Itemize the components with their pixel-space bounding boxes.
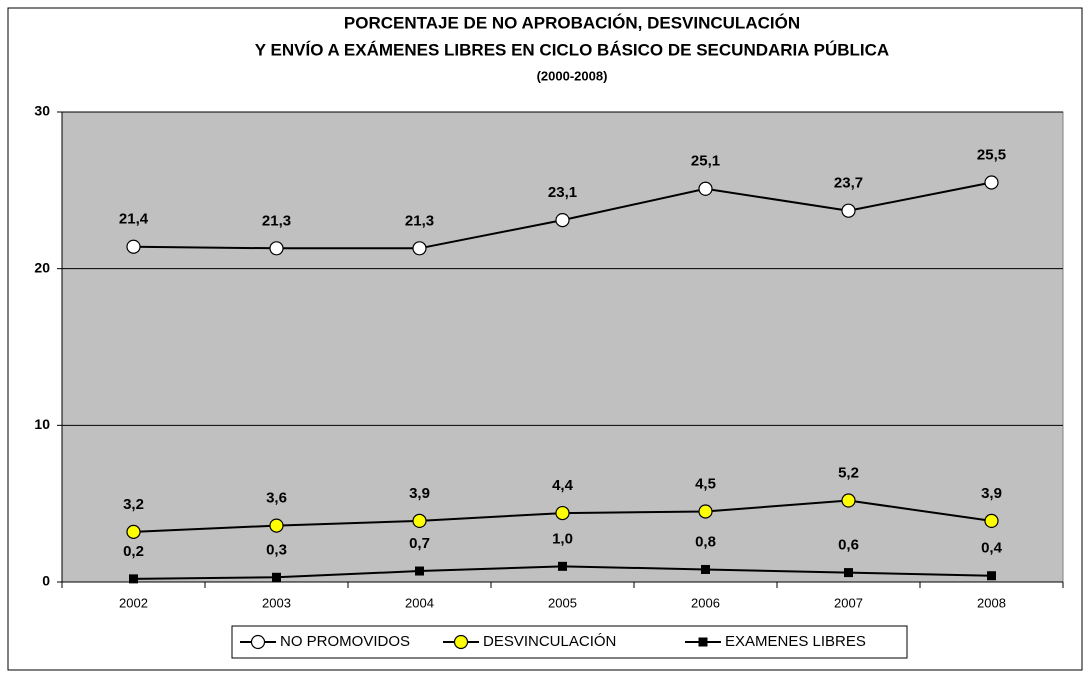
data-label: 0,3 (266, 541, 287, 558)
x-tick-label: 2008 (977, 595, 1006, 610)
data-point (984, 175, 999, 190)
legend-marker (698, 637, 708, 647)
data-point (555, 505, 570, 521)
data-point (984, 513, 999, 529)
data-label: 4,4 (552, 477, 574, 494)
y-tick-label: 10 (34, 416, 50, 432)
chart-subtitle: (2000-2008) (537, 68, 608, 83)
data-label: 23,1 (548, 184, 577, 201)
data-label: 3,6 (266, 490, 287, 507)
plot-area (61, 111, 1064, 583)
y-tick-label: 30 (34, 103, 50, 119)
x-tick-label: 2006 (691, 595, 720, 610)
data-label: 21,3 (405, 212, 434, 229)
y-tick-label: 20 (34, 259, 50, 275)
x-tick-label: 2003 (262, 595, 291, 610)
x-tick-label: 2005 (548, 595, 577, 610)
data-point (412, 513, 427, 529)
data-label: 3,9 (981, 485, 1002, 502)
legend-label: EXAMENES LIBRES (725, 633, 866, 650)
data-point (269, 241, 284, 256)
x-tick-label: 2004 (405, 595, 434, 610)
x-tick-label: 2002 (119, 595, 148, 610)
data-label: 23,7 (834, 175, 863, 192)
data-label: 21,4 (119, 211, 149, 228)
data-point (126, 524, 141, 539)
data-label: 25,1 (691, 153, 720, 170)
data-point (126, 239, 141, 254)
data-point (129, 574, 138, 584)
data-point (272, 572, 281, 582)
data-point (412, 241, 427, 256)
data-label: 5,2 (838, 465, 859, 482)
data-label: 0,8 (695, 533, 716, 550)
legend-marker (453, 634, 469, 650)
x-tick-label: 2007 (834, 595, 863, 610)
data-label: 3,2 (123, 496, 144, 513)
data-point (269, 518, 284, 533)
data-point (698, 181, 713, 196)
data-point (558, 561, 567, 571)
data-point (701, 564, 710, 574)
data-point (555, 213, 570, 228)
legend-box (231, 625, 908, 659)
data-label: 0,4 (981, 540, 1003, 557)
data-point (844, 568, 853, 578)
data-label: 0,7 (409, 535, 430, 552)
data-point (841, 203, 856, 218)
chart-title: Y ENVÍO A EXÁMENES LIBRES EN CICLO BÁSIC… (255, 40, 889, 59)
y-tick-label: 0 (42, 573, 50, 589)
legend-marker (250, 634, 266, 650)
data-label: 21,3 (262, 212, 291, 229)
data-label: 25,5 (977, 146, 1006, 163)
data-point (841, 493, 856, 508)
data-point (987, 571, 996, 581)
data-label: 0,2 (123, 543, 144, 560)
data-label: 3,9 (409, 485, 430, 502)
legend-label: NO PROMOVIDOS (280, 633, 410, 650)
chart-title: PORCENTAJE DE NO APROBACIÓN, DESVINCULAC… (344, 13, 800, 32)
legend-label: DESVINCULACIÓN (483, 633, 616, 650)
data-point (415, 566, 424, 576)
data-label: 0,6 (838, 537, 859, 554)
data-label: 4,5 (695, 475, 716, 492)
data-label: 1,0 (552, 530, 573, 547)
data-point (698, 504, 713, 519)
